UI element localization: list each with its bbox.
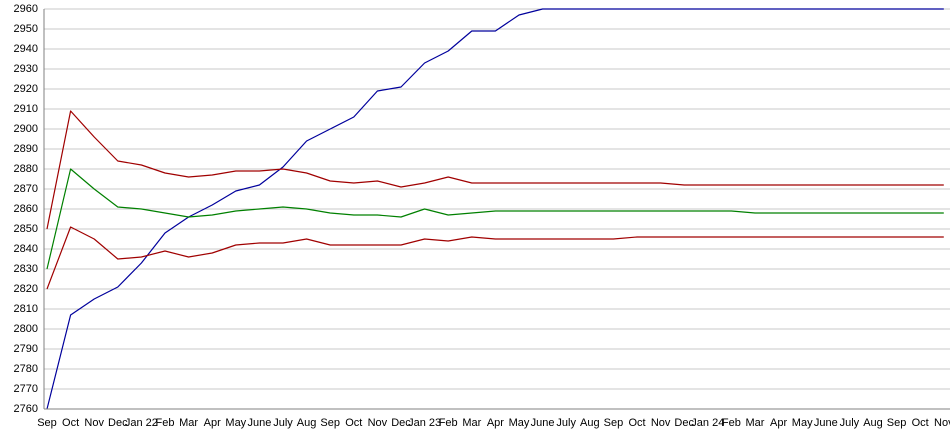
y-tick-label: 2860 — [14, 203, 38, 215]
y-tick-label: 2920 — [14, 83, 38, 95]
x-tick-label: Jan 23 — [408, 417, 441, 429]
x-tick-label: Dec — [108, 417, 128, 429]
x-tick-label: Feb — [439, 417, 458, 429]
y-tick-label: 2810 — [14, 303, 38, 315]
y-tick-label: 2910 — [14, 103, 38, 115]
y-tick-label: 2830 — [14, 263, 38, 275]
x-tick-label: Apr — [204, 417, 221, 429]
x-tick-label: Oct — [345, 417, 362, 429]
y-tick-label: 2760 — [14, 403, 38, 415]
x-tick-label: Mar — [462, 417, 481, 429]
x-tick-label: Mar — [179, 417, 198, 429]
x-tick-label: Nov — [651, 417, 671, 429]
y-tick-label: 2790 — [14, 343, 38, 355]
y-tick-label: 2870 — [14, 183, 38, 195]
x-tick-label: Sep — [887, 417, 907, 429]
x-tick-label: Nov — [934, 417, 950, 429]
y-tick-label: 2850 — [14, 223, 38, 235]
series-line — [46, 8, 944, 410]
y-tick-label: 2900 — [14, 123, 38, 135]
series-line — [46, 226, 944, 290]
x-tick-label: Dec — [674, 417, 694, 429]
y-tick-label: 2770 — [14, 383, 38, 395]
x-tick-label: Feb — [156, 417, 175, 429]
y-tick-label: 2820 — [14, 283, 38, 295]
x-tick-label: Aug — [297, 417, 317, 429]
series-line — [46, 110, 944, 230]
y-tick-label: 2800 — [14, 323, 38, 335]
x-tick-label: Dec — [391, 417, 411, 429]
y-tick-label: 2950 — [14, 23, 38, 35]
series-line — [46, 168, 944, 270]
x-tick-label: June — [531, 417, 555, 429]
x-tick-label: Jan 24 — [691, 417, 724, 429]
x-tick-label: Sep — [604, 417, 624, 429]
x-tick-label: Aug — [580, 417, 600, 429]
x-tick-label: Oct — [628, 417, 645, 429]
y-tick-label: 2930 — [14, 63, 38, 75]
y-tick-label: 2940 — [14, 43, 38, 55]
x-tick-label: Oct — [912, 417, 929, 429]
y-tick-label: 2780 — [14, 363, 38, 375]
x-tick-label: Jan 22 — [125, 417, 158, 429]
y-tick-label: 2880 — [14, 163, 38, 175]
x-tick-label: Sep — [37, 417, 57, 429]
x-tick-label: Nov — [84, 417, 104, 429]
x-tick-label: June — [247, 417, 271, 429]
x-tick-label: Apr — [487, 417, 504, 429]
x-tick-label: Mar — [746, 417, 765, 429]
x-tick-label: Apr — [770, 417, 787, 429]
x-tick-label: July — [273, 417, 293, 429]
x-tick-label: Feb — [722, 417, 741, 429]
x-tick-label: Aug — [863, 417, 883, 429]
x-tick-label: Oct — [62, 417, 79, 429]
y-tick-label: 2960 — [14, 3, 38, 15]
x-tick-label: Sep — [320, 417, 340, 429]
x-tick-label: Nov — [368, 417, 388, 429]
x-tick-label: June — [814, 417, 838, 429]
y-tick-label: 2840 — [14, 243, 38, 255]
y-tick-label: 2890 — [14, 143, 38, 155]
x-tick-label: July — [556, 417, 576, 429]
x-tick-label: May — [225, 417, 246, 429]
x-tick-label: July — [840, 417, 860, 429]
x-tick-label: May — [792, 417, 813, 429]
x-tick-label: May — [509, 417, 530, 429]
